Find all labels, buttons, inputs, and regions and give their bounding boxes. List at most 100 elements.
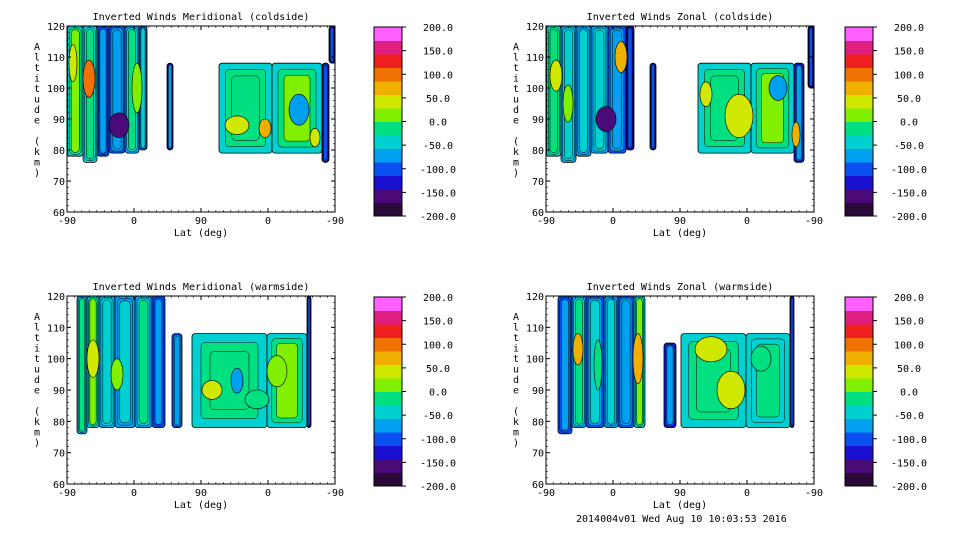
y-axis-label-char: k xyxy=(513,417,519,428)
colorbar-segment xyxy=(374,94,402,109)
colorbar-segment xyxy=(845,54,873,68)
y-axis-label-char: t xyxy=(513,63,519,74)
colorbar-segment xyxy=(374,54,402,68)
y-axis-label-char: l xyxy=(513,323,519,334)
colorbar-segment xyxy=(845,445,873,460)
y-axis-label-char: t xyxy=(513,333,519,344)
x-tick-label: 90 xyxy=(674,216,686,227)
colorbar-segment xyxy=(374,162,402,176)
colorbar-tick-label: 50.0 xyxy=(897,94,921,105)
contour-blob xyxy=(614,41,628,73)
y-axis-label-char: A xyxy=(34,42,40,53)
contour-blob xyxy=(224,115,250,135)
x-tick-label: 90 xyxy=(674,488,686,499)
y-axis-label-char: A xyxy=(34,312,40,323)
x-tick-label: -90 xyxy=(805,216,823,227)
x-axis-label: Lat (deg) xyxy=(653,228,707,239)
colorbar-segment xyxy=(845,94,873,109)
contour-line xyxy=(99,28,107,154)
x-tick-label: 0 xyxy=(265,216,271,227)
y-tick-label: 70 xyxy=(53,449,65,460)
colorbar-tick-label: -150.0 xyxy=(420,188,456,199)
colorbar-tick-label: 100.0 xyxy=(894,340,924,351)
x-tick-label: 90 xyxy=(195,216,207,227)
y-axis-label-char: i xyxy=(34,344,40,355)
y-axis-label-char: ( xyxy=(34,137,40,148)
colorbar-segment xyxy=(845,405,873,419)
x-tick-label: -90 xyxy=(537,216,555,227)
y-axis-label-char: ) xyxy=(34,168,40,179)
contour-line xyxy=(621,299,631,425)
y-axis-label-char: k xyxy=(34,147,40,158)
x-tick-label: -90 xyxy=(537,488,555,499)
x-tick-label: 0 xyxy=(131,216,137,227)
colorbar-segment xyxy=(374,27,402,41)
colorbar-segment xyxy=(845,175,873,190)
plot-area xyxy=(557,296,795,435)
y-tick-label: 80 xyxy=(53,417,65,428)
contour-line xyxy=(561,299,569,431)
colorbar-segment xyxy=(374,324,402,338)
colorbar-tick-label: -150.0 xyxy=(891,458,927,469)
contour-blob xyxy=(750,345,772,372)
y-tick-label: 120 xyxy=(47,22,65,33)
chart-title: Inverted Winds Meridional (warmside) xyxy=(93,282,310,293)
x-tick-label: -90 xyxy=(326,216,344,227)
contour-line xyxy=(666,345,674,425)
x-tick-label: 0 xyxy=(265,488,271,499)
colorbar-tick-label: -50.0 xyxy=(894,141,924,152)
colorbar-segment xyxy=(374,418,402,433)
y-axis-label-char: t xyxy=(34,63,40,74)
y-axis-label-char: t xyxy=(513,84,519,95)
y-tick-label: 80 xyxy=(53,146,65,157)
colorbar-segment xyxy=(845,432,873,446)
y-axis-label-char: ) xyxy=(34,438,40,449)
y-axis-label-char: m xyxy=(34,428,40,439)
y-axis-label-char: k xyxy=(34,417,40,428)
colorbar-segment xyxy=(845,67,873,82)
colorbar-tick-label: 150.0 xyxy=(894,47,924,58)
colorbar-tick-label: -100.0 xyxy=(891,435,927,446)
x-tick-label: 0 xyxy=(610,216,616,227)
y-axis-label-char: t xyxy=(34,333,40,344)
colorbar-tick-label: -50.0 xyxy=(894,411,924,422)
colorbar-segment xyxy=(845,162,873,176)
y-axis-label-char: A xyxy=(513,42,519,53)
colorbar-segment xyxy=(845,148,873,163)
colorbar-tick-label: 50.0 xyxy=(426,364,450,375)
colorbar-tick-label: -50.0 xyxy=(423,141,453,152)
y-axis-label-char: ) xyxy=(513,168,519,179)
y-axis-label-char: u xyxy=(513,95,519,106)
colorbar-segment xyxy=(374,81,402,95)
colorbar-segment xyxy=(845,202,873,217)
x-tick-label: 0 xyxy=(744,488,750,499)
contour-line xyxy=(607,299,615,425)
colorbar-tick-label: 50.0 xyxy=(897,364,921,375)
contour-line xyxy=(307,296,311,427)
colorbar-segment xyxy=(374,40,402,55)
colorbar-segment xyxy=(845,27,873,41)
colorbar-segment xyxy=(374,364,402,379)
plot-area xyxy=(76,296,312,435)
contour-blob xyxy=(593,339,603,391)
colorbar-segment xyxy=(845,81,873,95)
contour-line xyxy=(168,64,172,149)
y-axis-label-char: d xyxy=(34,375,40,386)
colorbar-segment xyxy=(845,135,873,149)
contour-blob xyxy=(82,59,96,98)
y-axis-label-char: l xyxy=(513,53,519,64)
plot-area xyxy=(546,26,814,163)
x-tick-label: 90 xyxy=(195,488,207,499)
colorbar-tick-label: -50.0 xyxy=(423,411,453,422)
y-axis-label-char: ( xyxy=(34,407,40,418)
colorbar-tick-label: 50.0 xyxy=(426,94,450,105)
contour-line xyxy=(323,64,328,161)
colorbar-segment xyxy=(845,297,873,311)
colorbar-segment xyxy=(374,67,402,82)
y-tick-label: 70 xyxy=(53,177,65,188)
colorbar-segment xyxy=(845,189,873,203)
y-tick-label: 100 xyxy=(526,84,544,95)
y-axis-label-char: i xyxy=(513,344,519,355)
